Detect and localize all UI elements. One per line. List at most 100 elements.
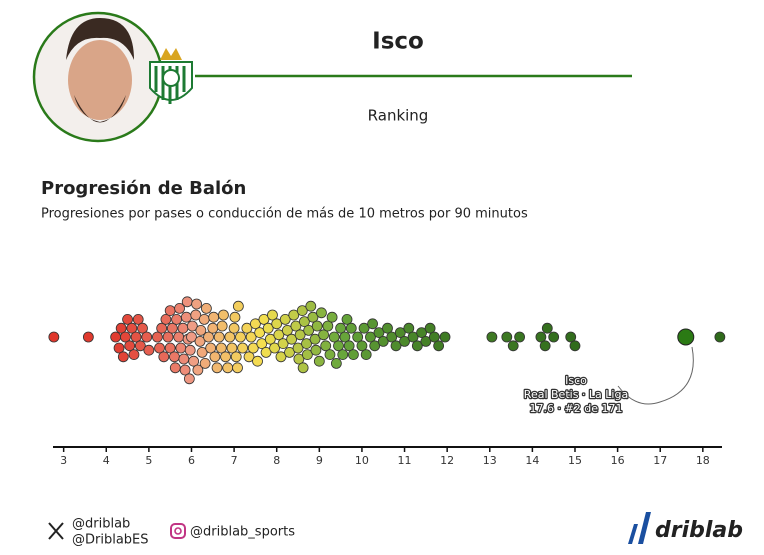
data-point [403, 322, 415, 334]
data-point [178, 353, 190, 365]
data-point [407, 331, 419, 343]
data-point [205, 342, 217, 354]
hair [66, 18, 134, 60]
data-point [548, 331, 560, 343]
data-point [301, 338, 312, 350]
data-point [171, 313, 182, 325]
data-point [309, 333, 321, 345]
crest-badge [162, 69, 180, 87]
x-tick-label: 12 [440, 454, 454, 467]
data-point [339, 331, 351, 343]
data-point [211, 362, 223, 374]
data-point [201, 302, 212, 314]
data-point [399, 335, 410, 347]
data-point [216, 320, 228, 332]
data-point [284, 346, 295, 358]
data-point [293, 353, 305, 365]
annotation-rank: 17.6 · #2 de 171 [530, 402, 623, 415]
data-point [313, 355, 325, 367]
data-point [154, 342, 165, 354]
data-point [424, 322, 436, 334]
data-point [386, 331, 398, 343]
data-point [184, 344, 196, 356]
data-point [190, 309, 202, 321]
data-point [416, 327, 427, 339]
data-point [151, 331, 163, 343]
data-point [260, 346, 272, 358]
header-subtitle: Ranking [368, 107, 429, 125]
x-tick-label: 10 [355, 454, 369, 467]
x-tick-label: 4 [103, 454, 110, 467]
data-point [180, 311, 192, 323]
data-point [203, 331, 214, 343]
data-point [382, 322, 393, 334]
data-point [360, 349, 372, 361]
data-point [208, 311, 220, 323]
data-point [303, 324, 315, 336]
data-point [209, 351, 221, 363]
data-point [277, 338, 289, 350]
data-point [390, 340, 402, 352]
data-point [254, 327, 266, 339]
x-tick-label: 11 [398, 454, 412, 467]
x-tick-label: 6 [188, 454, 195, 467]
data-point [237, 342, 249, 354]
data-point [143, 344, 155, 356]
data-point [134, 340, 146, 352]
data-point [241, 322, 253, 334]
brand-name: driblab [655, 518, 743, 543]
data-point [507, 340, 519, 352]
data-point [356, 340, 368, 352]
x-tick-label: 17 [653, 454, 667, 467]
data-point [179, 364, 191, 376]
data-point [358, 322, 370, 334]
data-point [294, 329, 306, 341]
x-tick-label: 15 [568, 454, 582, 467]
data-point [411, 340, 423, 352]
instagram-handle: @driblab_sports [190, 525, 295, 540]
data-point [501, 331, 513, 343]
data-point [535, 331, 547, 343]
data-point [269, 342, 280, 354]
data-point [373, 327, 385, 339]
data-point [296, 305, 308, 317]
data-point [162, 331, 174, 343]
data-point [322, 320, 334, 332]
data-point [352, 331, 364, 343]
data-point [226, 342, 238, 354]
data-point [220, 351, 231, 363]
data-point [297, 362, 309, 374]
data-point [230, 351, 242, 363]
data-point [271, 318, 283, 330]
data-point [288, 309, 300, 321]
annotation-arrow [617, 346, 694, 405]
data-point [377, 335, 389, 347]
data-point [299, 316, 310, 328]
highlight-point [677, 328, 695, 346]
data-point [247, 342, 259, 354]
data-point [174, 302, 185, 314]
data-point [196, 346, 208, 358]
data-point [199, 357, 211, 369]
data-point [439, 331, 451, 343]
data-point [169, 351, 180, 363]
data-point [222, 362, 234, 374]
data-point [48, 331, 60, 343]
data-point [565, 331, 577, 343]
data-point [183, 373, 195, 385]
data-point [569, 340, 581, 352]
data-point [335, 322, 347, 334]
data-point [181, 296, 193, 308]
data-point [110, 331, 122, 343]
data-point [305, 300, 317, 312]
data-point [281, 324, 293, 336]
x-tick-label: 7 [231, 454, 238, 467]
data-point [333, 340, 344, 352]
data-point [132, 313, 144, 325]
data-point [514, 331, 525, 343]
x-tick-label: 18 [696, 454, 710, 467]
data-point [307, 311, 319, 323]
player-name: Isco [372, 29, 424, 55]
data-point [262, 322, 274, 334]
data-point [198, 313, 210, 325]
